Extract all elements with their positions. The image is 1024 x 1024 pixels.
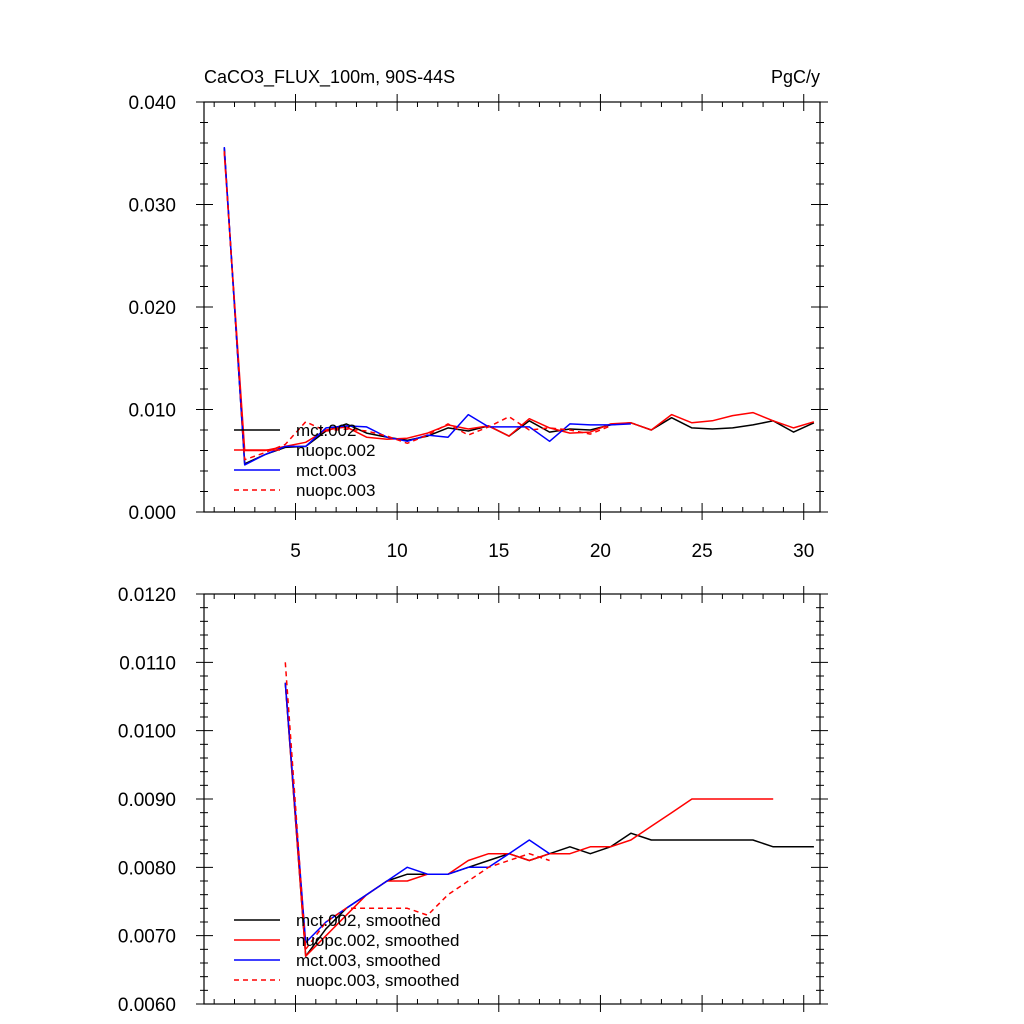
legend-label: mct.003: [296, 461, 356, 480]
x-tick-label: 5: [290, 541, 301, 562]
series-line: [284, 662, 550, 951]
legend-label: mct.003, smoothed: [296, 951, 441, 970]
x-tick-label: 15: [488, 541, 509, 562]
y-tick-label: 0.0110: [119, 653, 176, 674]
y-tick-label: 0.030: [128, 196, 176, 217]
series-line: [223, 147, 631, 466]
y-tick-label: 0.0080: [118, 858, 176, 879]
units-label: PgC/y: [771, 67, 820, 87]
y-tick-label: 0.040: [128, 93, 176, 114]
legend-label: nuopc.002, smoothed: [296, 931, 460, 950]
series-line: [223, 148, 815, 465]
y-tick-label: 0.000: [128, 503, 176, 524]
x-tick-label: 10: [387, 541, 408, 562]
legend-label: mct.002, smoothed: [296, 911, 441, 930]
y-tick-label: 0.0100: [118, 722, 176, 743]
series-line: [284, 682, 551, 944]
chart-title: CaCO3_FLUX_100m, 90S-44S: [204, 67, 455, 88]
y-tick-label: 0.0090: [118, 790, 176, 811]
legend-label: nuopc.003: [296, 481, 375, 500]
y-tick-label: 0.0070: [118, 927, 176, 948]
legend-label: nuopc.002: [296, 441, 375, 460]
y-tick-label: 0.0060: [118, 995, 176, 1016]
top-panel: 5 10 15 20 25 30 0.000 0.010 0.020 0.030 0.040 mct.…: [128, 93, 828, 562]
y-tick-label: 0.0120: [118, 585, 176, 606]
y-tick-label: 0.020: [128, 298, 176, 319]
x-tick-label: 25: [692, 541, 713, 562]
y-tick-label: 0.010: [128, 401, 176, 422]
bottom-panel: 0.0060 0.0070 0.0080 0.0090 0.0100 0.0110 0.01…: [118, 585, 828, 1016]
legend-label: mct.002: [296, 421, 356, 440]
series-line: [223, 153, 815, 452]
legend-label: nuopc.003, smoothed: [296, 971, 460, 990]
x-tick-label: 30: [793, 541, 814, 562]
series-line: [223, 151, 611, 461]
x-tick-label: 20: [590, 541, 611, 562]
